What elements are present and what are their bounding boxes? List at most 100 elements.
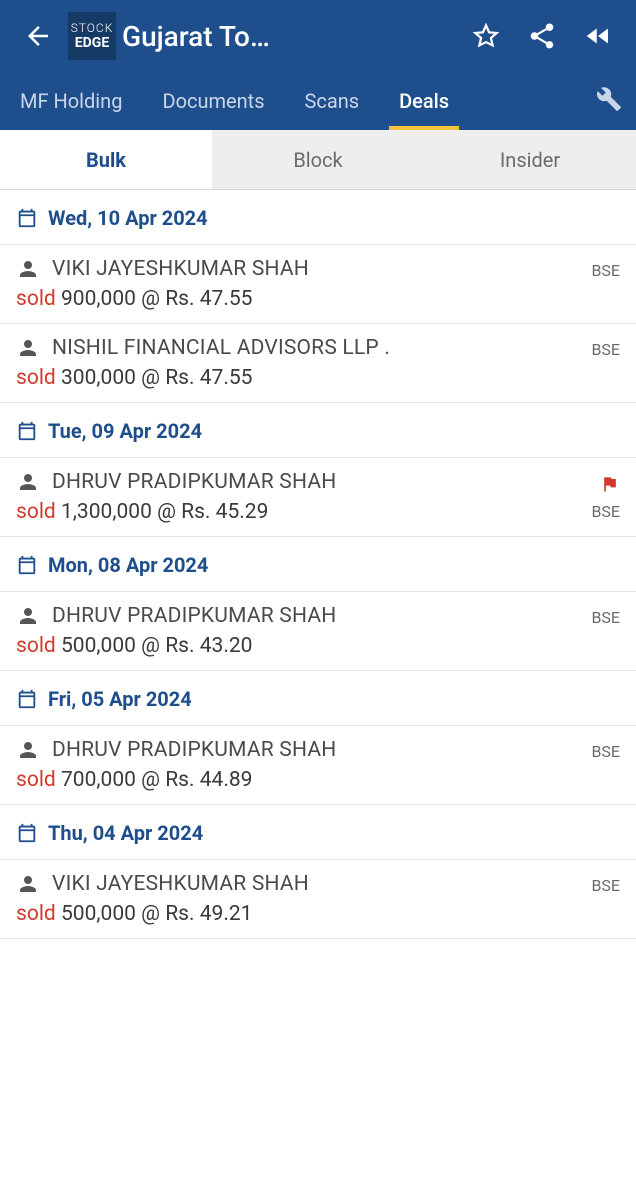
deal-client-name: VIKI JAYESHKUMAR SHAH <box>52 257 309 281</box>
deal-detail-line: sold 500,000 @ Rs. 49.21 <box>16 902 560 926</box>
date-label: Thu, 04 Apr 2024 <box>48 821 203 845</box>
deal-side-col: BSE <box>560 604 620 627</box>
flagged-indicator <box>600 474 620 498</box>
deal-row[interactable]: VIKI JAYESHKUMAR SHAH sold 900,000 @ Rs. … <box>0 245 636 324</box>
rewind-button[interactable] <box>570 8 626 64</box>
person-icon <box>16 604 40 628</box>
date-label: Mon, 08 Apr 2024 <box>48 553 208 577</box>
deal-action: sold <box>16 287 56 311</box>
deal-client-name: DHRUV PRADIPKUMAR SHAH <box>52 604 336 628</box>
deal-row[interactable]: NISHIL FINANCIAL ADVISORS LLP . sold 300,… <box>0 324 636 403</box>
deal-main: VIKI JAYESHKUMAR SHAH sold 500,000 @ Rs. … <box>16 872 560 926</box>
calendar-icon <box>16 688 38 710</box>
deal-side-col: BSE <box>560 470 620 521</box>
tab-mf-holding[interactable]: MF Holding <box>0 72 142 130</box>
deal-exchange: BSE <box>591 340 620 359</box>
subtab-bulk[interactable]: Bulk <box>0 130 212 189</box>
tab-scans[interactable]: Scans <box>285 72 380 130</box>
deal-side-col: BSE <box>560 257 620 280</box>
deal-client-name: NISHIL FINANCIAL ADVISORS LLP . <box>52 336 390 360</box>
deals-list: Wed, 10 Apr 2024 VIKI JAYESHKUMAR SHAH sol… <box>0 190 636 939</box>
deal-side-col: BSE <box>560 336 620 359</box>
date-header: Thu, 04 Apr 2024 <box>0 805 636 860</box>
tab-label: Deals <box>399 89 449 113</box>
share-button[interactable] <box>514 8 570 64</box>
deal-top-line: VIKI JAYESHKUMAR SHAH <box>16 257 560 281</box>
date-header: Wed, 10 Apr 2024 <box>0 190 636 245</box>
tab-deals[interactable]: Deals <box>379 72 469 130</box>
subtab-block[interactable]: Block <box>212 130 424 189</box>
back-button[interactable] <box>10 8 66 64</box>
app-logo: STOCK EDGE <box>68 12 116 60</box>
date-label: Wed, 10 Apr 2024 <box>48 206 208 230</box>
person-icon <box>16 336 40 360</box>
app-bar: STOCK EDGE Gujarat To… MF Holding Docume… <box>0 0 636 130</box>
deal-detail-line: sold 300,000 @ Rs. 47.55 <box>16 366 560 390</box>
deal-top-line: DHRUV PRADIPKUMAR SHAH <box>16 738 560 762</box>
subtab-label: Block <box>293 148 342 172</box>
calendar-icon <box>16 822 38 844</box>
calendar-icon <box>16 554 38 576</box>
deal-action: sold <box>16 902 56 926</box>
date-label: Fri, 05 Apr 2024 <box>48 687 192 711</box>
app-bar-top-row: STOCK EDGE Gujarat To… <box>0 0 636 72</box>
section-tabs: MF Holding Documents Scans Deals <box>0 72 636 130</box>
deal-qty-price: 1,300,000 @ Rs. 45.29 <box>61 500 268 524</box>
deal-qty-price: 700,000 @ Rs. 44.89 <box>61 768 253 792</box>
flag-icon <box>600 474 620 494</box>
date-header: Fri, 05 Apr 2024 <box>0 671 636 726</box>
calendar-icon <box>16 207 38 229</box>
tab-label: MF Holding <box>20 89 122 113</box>
deal-detail-line: sold 900,000 @ Rs. 47.55 <box>16 287 560 311</box>
deal-type-tabs: Bulk Block Insider <box>0 130 636 190</box>
deal-action: sold <box>16 634 56 658</box>
deal-main: VIKI JAYESHKUMAR SHAH sold 900,000 @ Rs. … <box>16 257 560 311</box>
back-arrow-icon <box>23 21 53 51</box>
deal-action: sold <box>16 768 56 792</box>
deal-exchange: BSE <box>591 261 620 280</box>
deal-exchange: BSE <box>591 876 620 895</box>
subtab-insider[interactable]: Insider <box>424 130 636 189</box>
deal-client-name: DHRUV PRADIPKUMAR SHAH <box>52 738 336 762</box>
subtab-label: Insider <box>500 148 560 172</box>
deal-exchange: BSE <box>591 608 620 627</box>
favorite-button[interactable] <box>458 8 514 64</box>
deal-row[interactable]: DHRUV PRADIPKUMAR SHAH sold 1,300,000 @ R… <box>0 458 636 537</box>
logo-text-line1: STOCK <box>71 21 114 35</box>
star-outline-icon <box>471 21 501 51</box>
deal-top-line: DHRUV PRADIPKUMAR SHAH <box>16 604 560 628</box>
deal-exchange: BSE <box>591 502 620 521</box>
person-icon <box>16 872 40 896</box>
deal-top-line: VIKI JAYESHKUMAR SHAH <box>16 872 560 896</box>
deal-top-line: DHRUV PRADIPKUMAR SHAH <box>16 470 560 494</box>
deal-action: sold <box>16 500 56 524</box>
deal-exchange: BSE <box>591 742 620 761</box>
share-icon <box>527 21 557 51</box>
person-icon <box>16 470 40 494</box>
deal-row[interactable]: DHRUV PRADIPKUMAR SHAH sold 500,000 @ Rs.… <box>0 592 636 671</box>
deal-detail-line: sold 1,300,000 @ Rs. 45.29 <box>16 500 560 524</box>
deal-qty-price: 500,000 @ Rs. 43.20 <box>61 634 253 658</box>
deal-detail-line: sold 700,000 @ Rs. 44.89 <box>16 768 560 792</box>
deal-row[interactable]: VIKI JAYESHKUMAR SHAH sold 500,000 @ Rs. … <box>0 860 636 939</box>
tab-documents[interactable]: Documents <box>142 72 284 130</box>
deal-client-name: DHRUV PRADIPKUMAR SHAH <box>52 470 336 494</box>
deal-row[interactable]: DHRUV PRADIPKUMAR SHAH sold 700,000 @ Rs.… <box>0 726 636 805</box>
tab-label: Scans <box>305 89 360 113</box>
date-header: Tue, 09 Apr 2024 <box>0 403 636 458</box>
subtab-label: Bulk <box>86 148 126 172</box>
deal-main: DHRUV PRADIPKUMAR SHAH sold 1,300,000 @ R… <box>16 470 560 524</box>
logo-text-line2: EDGE <box>75 35 109 51</box>
deal-detail-line: sold 500,000 @ Rs. 43.20 <box>16 634 560 658</box>
deal-top-line: NISHIL FINANCIAL ADVISORS LLP . <box>16 336 560 360</box>
person-icon <box>16 257 40 281</box>
rewind-icon <box>583 21 613 51</box>
deal-main: NISHIL FINANCIAL ADVISORS LLP . sold 300,… <box>16 336 560 390</box>
deal-qty-price: 300,000 @ Rs. 47.55 <box>61 366 253 390</box>
deal-main: DHRUV PRADIPKUMAR SHAH sold 700,000 @ Rs.… <box>16 738 560 792</box>
person-icon <box>16 738 40 762</box>
page-title: Gujarat To… <box>122 20 270 53</box>
deal-side-col: BSE <box>560 872 620 895</box>
settings-button[interactable] <box>596 86 622 116</box>
date-label: Tue, 09 Apr 2024 <box>48 419 202 443</box>
